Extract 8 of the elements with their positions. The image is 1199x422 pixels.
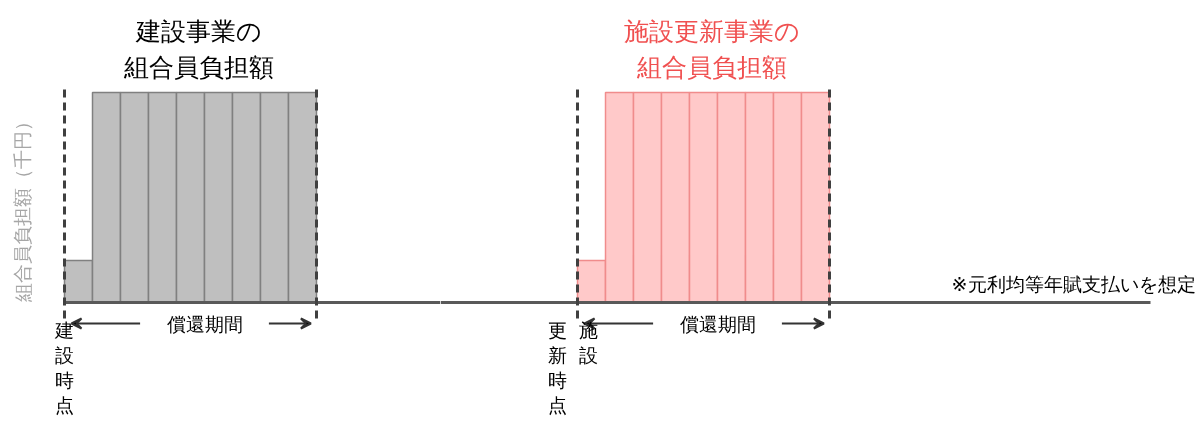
text: 建設事業の組合員負担額 — [122, 16, 274, 82]
text: 償還期間 — [679, 312, 756, 335]
text: 施設更新事業の組合員負担額 — [623, 16, 800, 82]
text: 施設更新時点 — [548, 318, 599, 417]
text: 建設時点 — [54, 318, 74, 417]
y-axis-title: 組合員負担額（千円） — [11, 112, 34, 304]
text: 償還期間 — [166, 312, 243, 335]
text: ※元利均等年賦支払いを想定 — [951, 272, 1196, 295]
